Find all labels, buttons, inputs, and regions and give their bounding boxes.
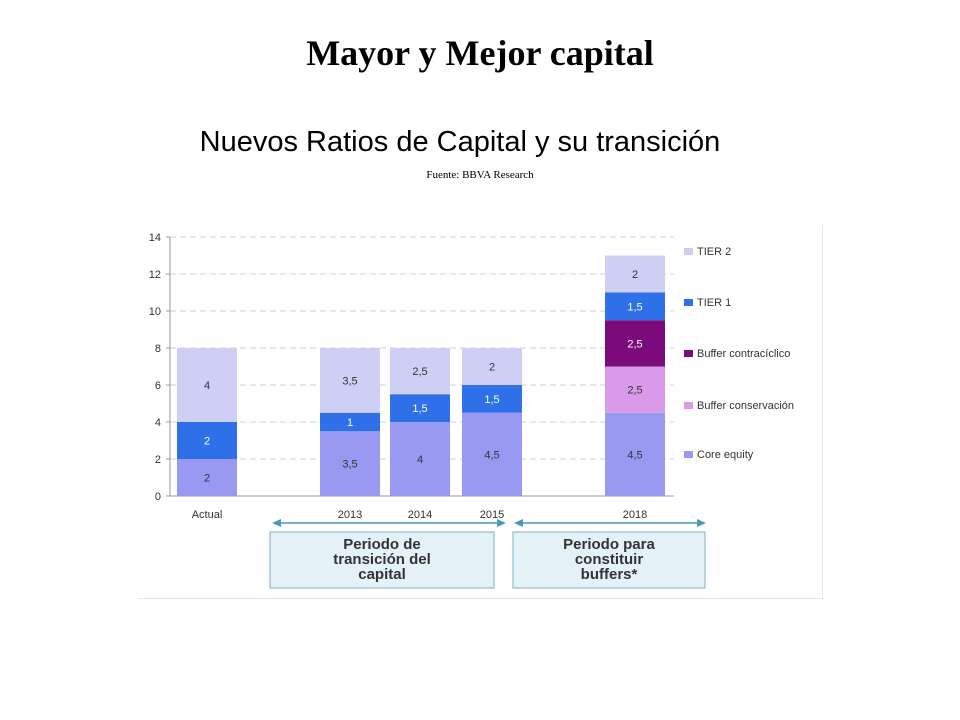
legend-swatch (684, 299, 693, 306)
bar-segment (177, 422, 237, 459)
y-tick-label: 10 (149, 306, 161, 318)
period-box (512, 531, 706, 589)
bar-segment (462, 348, 522, 385)
x-tick-label: Actual (192, 509, 223, 521)
bar-segment (320, 348, 380, 413)
legend-label: Buffer conservación (697, 400, 794, 412)
period-label: constituir (575, 551, 643, 568)
bar-segment (320, 412, 380, 432)
bar-segment (177, 459, 237, 496)
y-tick-label: 6 (155, 380, 161, 392)
page-title: Mayor y Mejor capital (306, 33, 654, 73)
period-label: transición del (333, 551, 431, 568)
legend-label: Buffer contracíclico (697, 348, 790, 360)
bar-segment (605, 320, 665, 367)
period-label: capital (358, 566, 406, 583)
period-label: buffers* (581, 566, 638, 583)
y-tick-label: 2 (155, 454, 161, 466)
data-label: 2,5 (627, 385, 642, 397)
y-tick-label: 12 (149, 269, 161, 281)
legend-label: TIER 2 (697, 246, 731, 258)
y-tick-label: 4 (155, 417, 161, 429)
bar-segment (177, 348, 237, 422)
chart-subtitle: Nuevos Ratios de Capital y su transición (199, 126, 721, 158)
arrow-head-right (497, 519, 506, 527)
data-label: 1,5 (627, 301, 642, 313)
x-tick-label: 2013 (338, 509, 362, 521)
data-label: 2 (632, 269, 638, 281)
data-label: 4 (204, 380, 210, 392)
data-label: 2,5 (627, 338, 642, 350)
data-label: 1,5 (484, 394, 499, 406)
bar-segment (605, 366, 665, 413)
capital-ratios-chart: 0 2 4 6 8 10 12 14 2 2 4 Actual 3,5 1 3,5 2013 4 1,5 2,5 20… (149, 232, 794, 589)
legend-label: Core equity (697, 449, 754, 461)
x-tick-label: 2018 (623, 509, 647, 521)
data-label: 2 (204, 473, 210, 485)
bar-segment (390, 422, 450, 496)
bar-segment (462, 385, 522, 413)
arrow-head-left (514, 519, 523, 527)
legend-swatch (684, 350, 693, 357)
data-label: 3,5 (342, 375, 357, 387)
data-label: 2 (204, 436, 210, 448)
legend-swatch (684, 451, 693, 458)
chart-frame: 0 2 4 6 8 10 12 14 2 2 4 Actual 3,5 1 3,5 2013 4 1,5 2,5 20… (138, 226, 823, 599)
y-tick-label: 8 (155, 343, 161, 355)
bar-segment (320, 431, 380, 496)
arrow-head-right (697, 519, 706, 527)
period-box (269, 531, 495, 589)
bar-segment (390, 394, 450, 422)
data-label: 4,5 (627, 449, 642, 461)
period-label: Periodo de (343, 536, 421, 553)
data-label: 2,5 (412, 366, 427, 378)
y-tick-label: 0 (155, 491, 161, 503)
period-label: Periodo para (563, 536, 655, 553)
y-tick-label: 14 (149, 232, 161, 244)
arrow-head-left (272, 519, 281, 527)
bar-segment (605, 412, 665, 496)
legend-swatch (684, 248, 693, 255)
legend-swatch (684, 402, 693, 409)
bar-segment (605, 255, 665, 293)
data-label: 3,5 (342, 459, 357, 471)
data-label: 2 (489, 362, 495, 374)
x-tick-label: 2015 (480, 509, 504, 521)
x-tick-label: 2014 (408, 509, 432, 521)
data-label: 1,5 (412, 403, 427, 415)
source-note: Fuente: BBVA Research (426, 169, 534, 181)
data-label: 4,5 (484, 449, 499, 461)
data-label: 4 (417, 454, 423, 466)
bar-segment (462, 412, 522, 496)
bar-segment (605, 292, 665, 321)
data-label: 1 (347, 417, 353, 429)
bar-segment (390, 348, 450, 395)
legend-label: TIER 1 (697, 297, 731, 309)
